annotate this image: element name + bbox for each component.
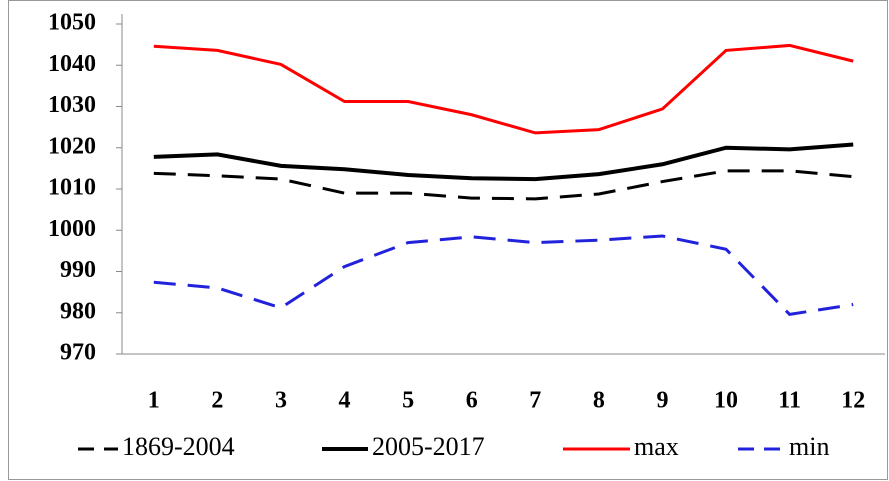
y-tick-label: 1000 xyxy=(48,216,96,242)
legend-label: max xyxy=(634,432,679,461)
x-tick-label: 6 xyxy=(466,388,478,414)
x-tick-label: 1 xyxy=(148,388,160,414)
y-tick-label: 990 xyxy=(60,257,96,283)
x-tick-label: 4 xyxy=(339,388,351,414)
legend-label: 1869-2004 xyxy=(122,432,235,461)
x-tick-label: 3 xyxy=(275,388,287,414)
x-tick-label: 5 xyxy=(402,388,414,414)
series-line xyxy=(153,234,854,317)
x-tick-label: 10 xyxy=(714,388,738,414)
y-tick-label: 970 xyxy=(60,340,96,366)
series-line xyxy=(153,43,854,135)
frame xyxy=(8,0,888,480)
legend-label: min xyxy=(789,432,829,461)
x-tick-label: 8 xyxy=(593,388,605,414)
legend-label: 2005-2017 xyxy=(372,432,485,461)
series-line xyxy=(153,169,854,201)
x-tick-label: 2 xyxy=(211,388,223,414)
x-tick-label: 7 xyxy=(529,388,541,414)
series-line xyxy=(153,142,854,182)
y-tick-label: 1020 xyxy=(48,133,96,159)
y-tick-label: 1010 xyxy=(48,175,96,201)
x-tick-label: 9 xyxy=(656,388,668,414)
y-tick-label: 1050 xyxy=(48,10,96,36)
y-tick-label: 1030 xyxy=(48,92,96,118)
y-tick-label: 980 xyxy=(60,298,96,324)
y-tick-label: 1040 xyxy=(48,51,96,77)
x-tick-label: 11 xyxy=(778,388,801,414)
x-tick-label: 12 xyxy=(841,388,865,414)
